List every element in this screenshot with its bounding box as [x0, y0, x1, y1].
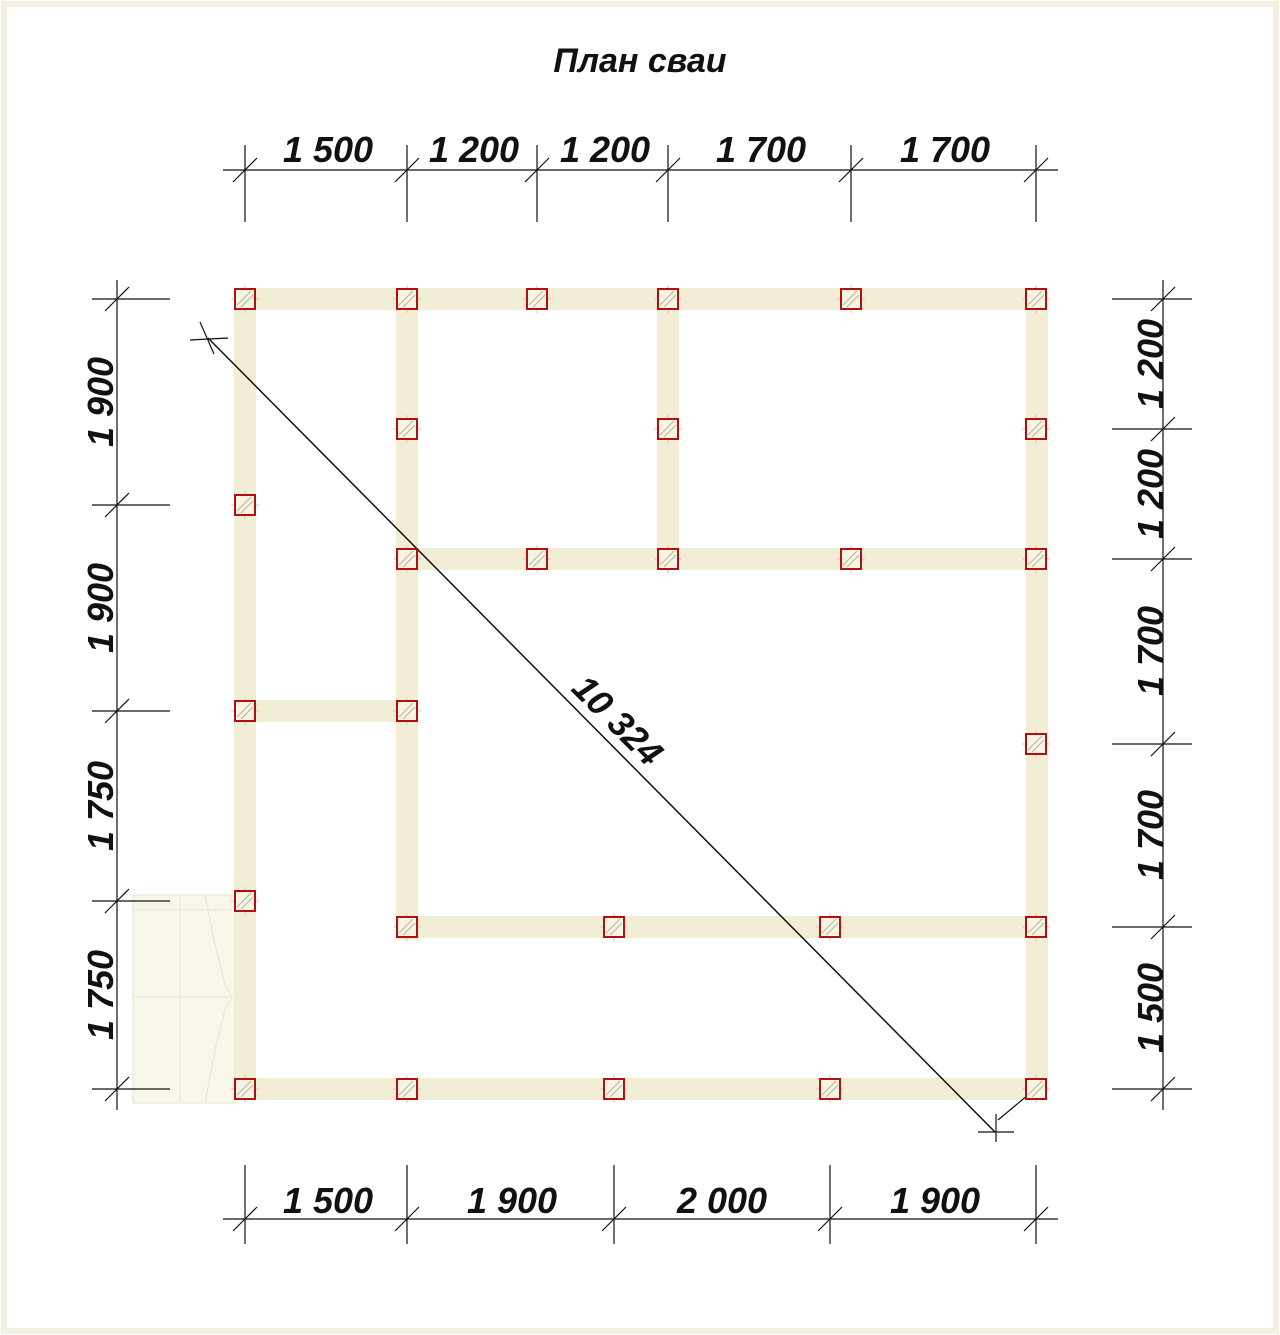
beam-inner-vertical-1 [396, 288, 418, 940]
beam-short-horizontal [234, 700, 418, 722]
left-dim-label: 1 750 [80, 950, 121, 1040]
right-dim-label: 1 700 [1130, 606, 1171, 696]
top-dimension-chain: 1 500 1 200 1 200 1 700 1 700 [223, 129, 1058, 222]
left-dimension-chain: 1 900 1 900 1 750 1 750 [80, 280, 170, 1110]
pile [231, 491, 259, 519]
pile [600, 1075, 628, 1103]
bottom-dim-label: 2 000 [676, 1180, 767, 1221]
pile [393, 285, 421, 313]
pile [816, 913, 844, 941]
pile [1022, 285, 1050, 313]
left-dim-label: 1 900 [80, 563, 121, 653]
beam-lower-horizontal [396, 916, 1048, 938]
pile [654, 285, 682, 313]
porch-area [132, 894, 236, 1104]
diagonal-length-label: 10 324 [564, 667, 671, 774]
beam-top [234, 288, 1048, 310]
pile [231, 697, 259, 725]
right-dimension-chain: 1 200 1 200 1 700 1 700 1 500 [1112, 280, 1192, 1110]
pile [231, 887, 259, 915]
left-dim-label: 1 750 [80, 761, 121, 851]
pile [837, 285, 865, 313]
pile [231, 1075, 259, 1103]
pile [1022, 415, 1050, 443]
pile [523, 285, 551, 313]
pile [231, 285, 259, 313]
bottom-dim-label: 1 500 [283, 1180, 373, 1221]
diagonal-dimension: 10 324 [189, 321, 1035, 1142]
pile [816, 1075, 844, 1103]
right-dim-label: 1 200 [1130, 319, 1171, 409]
right-dim-label: 1 700 [1130, 790, 1171, 880]
pile [837, 545, 865, 573]
pile [523, 545, 551, 573]
top-dim-label: 1 200 [429, 129, 519, 170]
pile [654, 415, 682, 443]
pile [1022, 1075, 1050, 1103]
pile [600, 913, 628, 941]
top-dim-label: 1 500 [283, 129, 373, 170]
beam-right [1026, 288, 1048, 1100]
bottom-dimension-chain: 1 500 1 900 2 000 1 900 [223, 1165, 1058, 1244]
top-dim-label: 1 200 [560, 129, 650, 170]
pile [393, 697, 421, 725]
pile [393, 1075, 421, 1103]
pile [1022, 913, 1050, 941]
right-dim-label: 1 500 [1130, 963, 1171, 1053]
beam-middle-horizontal [396, 548, 1048, 570]
page-title: План сваи [553, 42, 726, 80]
top-dim-label: 1 700 [900, 129, 990, 170]
beam-bottom [234, 1078, 1048, 1100]
pile [1022, 545, 1050, 573]
beam-left [234, 288, 256, 1100]
left-dim-label: 1 900 [80, 357, 121, 447]
pile [393, 415, 421, 443]
piles [231, 285, 1050, 1103]
pile [654, 545, 682, 573]
foundation-beams [234, 288, 1048, 1100]
bottom-dim-label: 1 900 [467, 1180, 557, 1221]
pile [1022, 730, 1050, 758]
pile [393, 913, 421, 941]
pile [393, 545, 421, 573]
bottom-dim-label: 1 900 [890, 1180, 980, 1221]
top-dim-label: 1 700 [716, 129, 806, 170]
right-dim-label: 1 200 [1130, 449, 1171, 539]
